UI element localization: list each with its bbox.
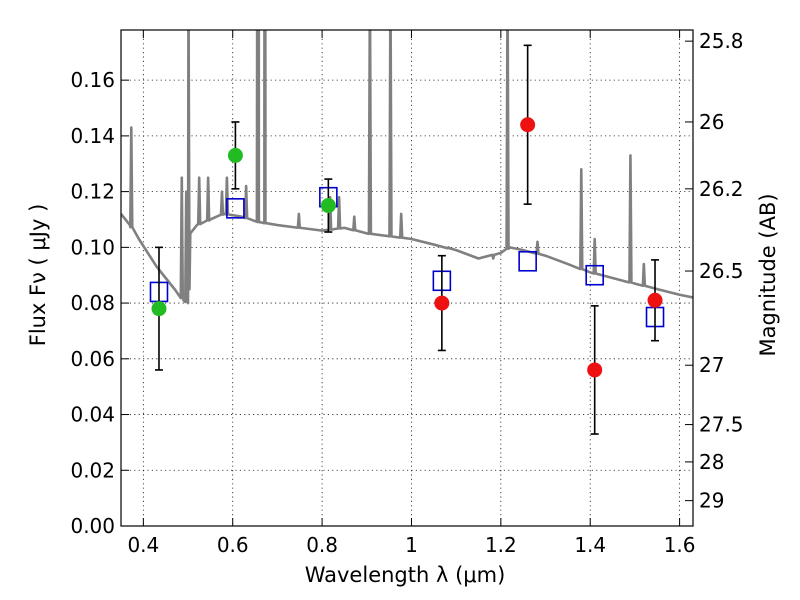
- y2-tick-label: 28: [699, 450, 724, 474]
- y2-axis-title: Magnitude (AB): [756, 193, 780, 356]
- observed-nir-point: [647, 292, 663, 308]
- y-tick-label: 0.12: [70, 180, 115, 204]
- y2-tick-label: 26.2: [699, 177, 744, 201]
- x-tick-label: 0.8: [306, 533, 338, 557]
- y-axis-title: Flux Fν ( μJy ): [26, 204, 50, 347]
- model-photometry-marker: [518, 250, 537, 272]
- model-sed-line: [121, 30, 693, 305]
- model-photometry-marker: [226, 198, 245, 219]
- y-tick-label: 0.14: [70, 124, 115, 148]
- y-tick-label: 0.02: [70, 458, 115, 482]
- observed-nir-point: [520, 117, 536, 133]
- y2-tick-label: 27.5: [699, 413, 744, 437]
- axis-ticks: 0.4 0.6 0.8 1 1.2 1.4 1.6 0.00 0.02 0.04 0.06 0.08 0…: [70, 29, 743, 557]
- y-tick-label: 0.00: [70, 514, 115, 538]
- x-axis-title: Wavelength λ (μm): [305, 563, 506, 587]
- plot-area: [121, 30, 693, 435]
- observed-optical-point: [151, 301, 167, 317]
- x-tick-label: 1.2: [485, 533, 517, 557]
- observed-nir-point: [434, 295, 450, 311]
- y-tick-label: 0.06: [70, 347, 115, 371]
- x-tick-label: 1.6: [664, 533, 696, 557]
- model-photometry-marker: [585, 264, 604, 286]
- y-tick-label: 0.04: [70, 403, 115, 427]
- y2-tick-label: 26: [699, 110, 724, 134]
- y2-tick-label: 26.5: [699, 259, 744, 283]
- y-tick-label: 0.10: [70, 235, 115, 259]
- observed-optical-point: [227, 147, 243, 163]
- observed-nir-point: [587, 362, 603, 378]
- x-tick-label: 1: [405, 533, 418, 557]
- x-tick-label: 0.4: [127, 533, 159, 557]
- y2-tick-label: 27: [699, 353, 724, 377]
- x-tick-label: 0.6: [217, 533, 249, 557]
- y-tick-label: 0.08: [70, 291, 115, 315]
- y-tick-label: 0.16: [70, 68, 115, 92]
- y2-tick-label: 29: [699, 489, 724, 513]
- x-tick-label: 1.4: [574, 533, 606, 557]
- grid: [121, 30, 693, 526]
- plot-frame: [120, 29, 694, 527]
- y2-tick-label: 25.8: [699, 29, 744, 53]
- observed-optical-point: [320, 198, 336, 214]
